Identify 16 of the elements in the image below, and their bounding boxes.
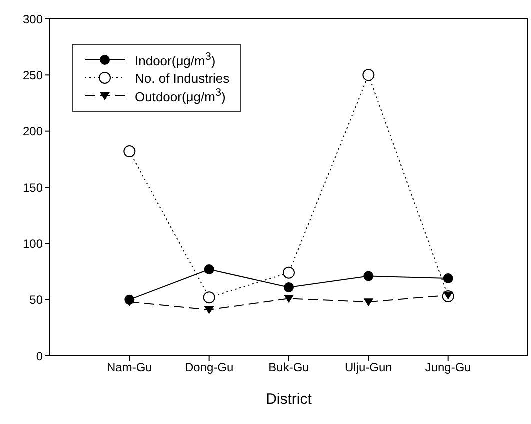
x-tick-label: Nam-Gu [106, 360, 152, 375]
legend-label: No. of Industries [135, 70, 230, 86]
y-tick-label: 200 [22, 124, 44, 139]
y-tick-label: 50 [30, 293, 44, 308]
legend-label: Indoor(μg/m$^{3}$) [135, 51, 216, 69]
y-tick-label: 100 [22, 236, 44, 251]
y-tick-label: 300 [22, 12, 44, 26]
x-axis-title: District [266, 391, 313, 408]
y-tick-label: 150 [22, 180, 44, 195]
x-tick-label: Ulju-Gun [344, 360, 392, 375]
y-tick-label: 250 [22, 68, 44, 82]
y-tick-label: 0 [36, 349, 44, 364]
legend-label: Outdoor(μg/m$^{3}$) [135, 87, 226, 105]
x-tick-label: Buk-Gu [268, 360, 310, 375]
x-tick-label: Dong-Gu [184, 360, 234, 375]
x-tick-label: Jung-Gu [425, 360, 472, 375]
